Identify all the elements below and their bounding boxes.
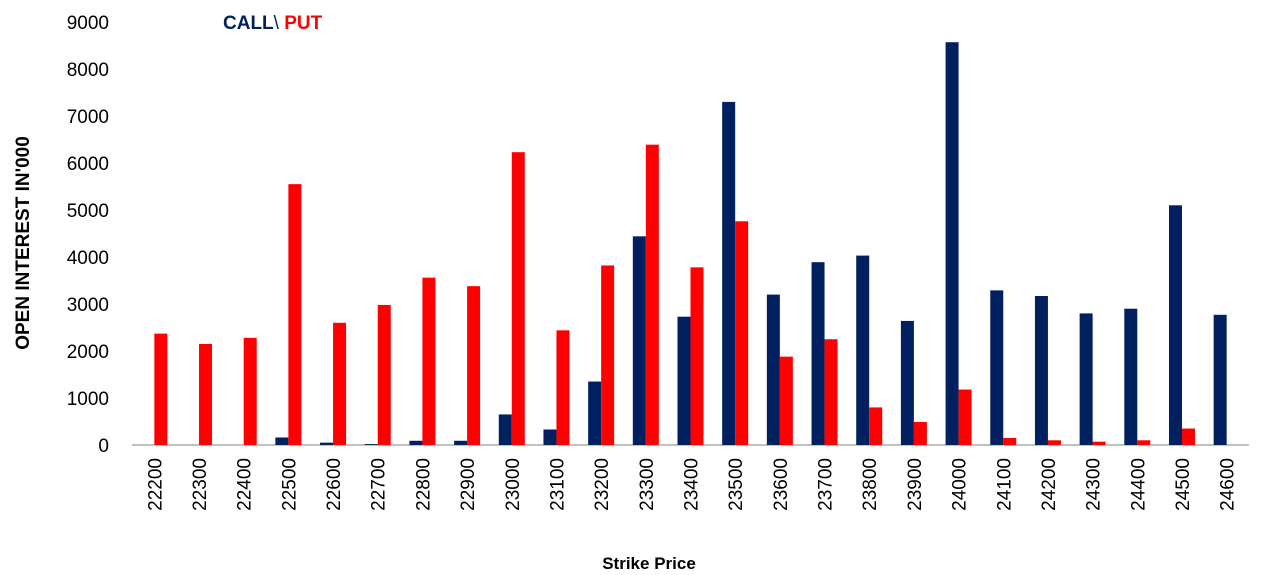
x-tick-label: 22900 (458, 458, 479, 511)
put-bar (869, 407, 883, 445)
call-bar (1079, 313, 1093, 445)
call-bar (1034, 296, 1048, 445)
x-tick-label: 23600 (771, 458, 792, 511)
put-bar (377, 304, 391, 445)
call-bar (811, 262, 825, 445)
put-bar (154, 333, 168, 445)
y-axis-title: OPEN INTEREST IN'000 (13, 136, 34, 350)
x-tick-label: 24100 (994, 458, 1015, 511)
y-tick-label: 7000 (67, 107, 109, 128)
x-tick-label: 24300 (1084, 458, 1105, 511)
call-bar (364, 444, 378, 445)
put-bar (1181, 428, 1195, 445)
x-tick-label: 22300 (190, 458, 211, 511)
y-tick-label: 8000 (67, 60, 109, 81)
put-bar (735, 221, 749, 445)
put-bar (333, 322, 347, 445)
y-tick-label: 5000 (67, 201, 109, 222)
x-tick-label: 24500 (1173, 458, 1194, 511)
x-axis-ticks: 22200 22300 22400 22500 22600 22700 22800 22900… (145, 458, 1238, 511)
put-bar (1003, 437, 1017, 445)
put-bar (913, 421, 927, 445)
x-tick-label: 22500 (279, 458, 300, 511)
x-tick-label: 22800 (413, 458, 434, 511)
call-bar (543, 429, 557, 445)
put-bar (288, 184, 302, 445)
put-bar (467, 286, 481, 445)
put-bar (690, 267, 704, 445)
call-bar (722, 101, 736, 446)
y-tick-label: 6000 (67, 154, 109, 175)
call-bar (275, 437, 289, 445)
put-bar (1047, 440, 1061, 445)
bars (154, 42, 1227, 446)
x-tick-label: 24000 (950, 458, 971, 511)
y-tick-label: 0 (98, 436, 109, 457)
call-bar (900, 320, 914, 445)
put-bar (511, 152, 525, 445)
y-tick-label: 4000 (67, 248, 109, 269)
x-tick-label: 22400 (235, 458, 256, 511)
x-tick-label: 23700 (816, 458, 837, 511)
put-bar (422, 277, 436, 445)
call-bar (677, 316, 691, 445)
call-bar (856, 255, 870, 445)
x-tick-label: 23100 (547, 458, 568, 511)
legend: CALL\ PUT (223, 13, 323, 34)
call-bar (1168, 205, 1182, 445)
x-tick-label: 23200 (592, 458, 613, 511)
x-tick-label: 23800 (860, 458, 881, 511)
put-bar (645, 144, 659, 446)
put-bar (824, 339, 838, 445)
call-bar (454, 440, 468, 445)
legend-call: CALL (223, 13, 274, 34)
x-tick-label: 24600 (1218, 458, 1239, 511)
call-bar (498, 414, 512, 445)
y-tick-label: 9000 (67, 13, 109, 34)
call-bar (766, 294, 780, 445)
y-tick-label: 3000 (67, 295, 109, 316)
x-tick-label: 22600 (324, 458, 345, 511)
put-bar (199, 343, 213, 445)
legend-separator: \ (274, 13, 285, 34)
call-bar (320, 442, 334, 445)
put-bar (556, 330, 570, 445)
y-tick-label: 1000 (67, 389, 109, 410)
x-tick-label: 23300 (637, 458, 658, 511)
call-bar (409, 440, 423, 445)
x-tick-label: 22200 (145, 458, 166, 511)
x-tick-label: 23400 (682, 458, 703, 511)
put-bar (243, 337, 257, 445)
call-bar (1213, 314, 1227, 445)
put-bar (958, 389, 972, 445)
put-bar (779, 356, 793, 445)
put-bar (1137, 440, 1151, 445)
x-axis-title: Strike Price (602, 554, 696, 573)
call-bar (1124, 308, 1138, 445)
put-bar (601, 265, 615, 445)
x-tick-label: 24400 (1128, 458, 1149, 511)
call-bar (990, 290, 1004, 445)
x-tick-label: 24200 (1039, 458, 1060, 511)
x-tick-label: 22700 (369, 458, 390, 511)
y-tick-label: 2000 (67, 342, 109, 363)
call-bar (945, 42, 959, 446)
x-tick-label: 23500 (726, 458, 747, 511)
call-bar (632, 236, 646, 445)
call-bar (588, 381, 602, 445)
x-tick-label: 23000 (503, 458, 524, 511)
y-axis-ticks: 0 1000 2000 3000 4000 5000 6000 7000 8000 9000 (67, 13, 109, 457)
put-bar (1092, 441, 1106, 445)
x-tick-label: 23900 (905, 458, 926, 511)
legend-put: PUT (284, 13, 322, 34)
